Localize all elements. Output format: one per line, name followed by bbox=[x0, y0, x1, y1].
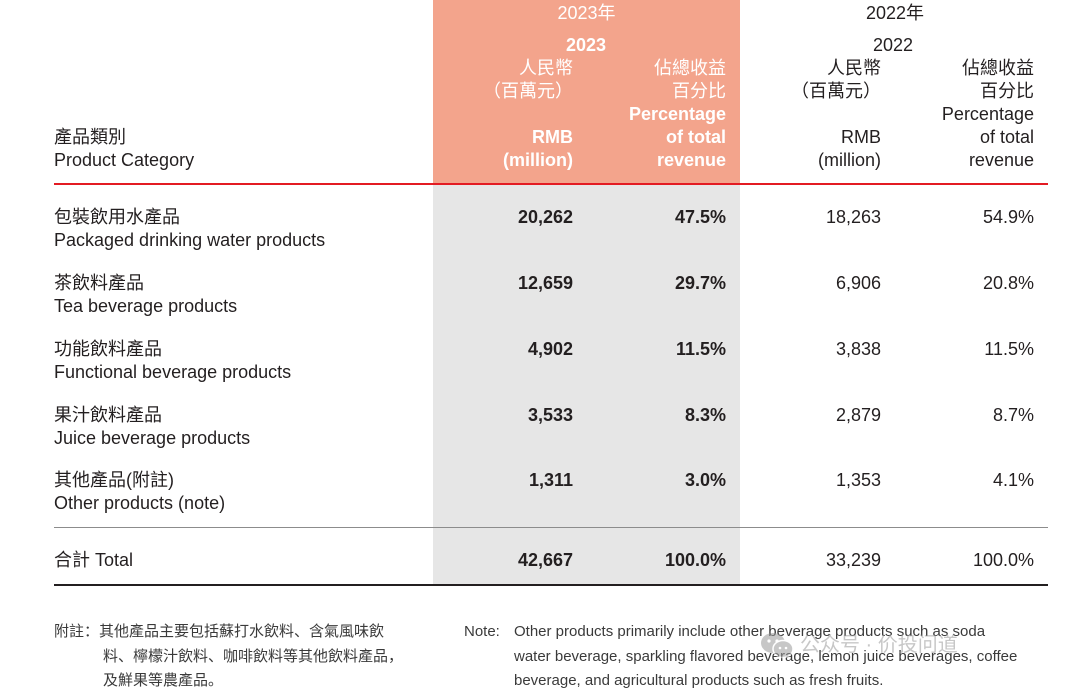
header-rule bbox=[54, 183, 1048, 185]
row-pct-2022: 54.9% bbox=[982, 207, 1034, 227]
row-label-cn: 其他產品(附註) bbox=[54, 470, 174, 490]
header-2022-year: 2022年 bbox=[865, 3, 925, 23]
total-rmb-2022: 33,239 bbox=[825, 550, 881, 570]
note-cn-line-1: 附註：其他產品主要包括蘇打水飲料、含氣風味飲 bbox=[54, 623, 385, 640]
row-pct-2023: 8.3% bbox=[684, 405, 726, 425]
note-cn-line-2: 料、檸檬汁飲料、咖啡飲料等其他飲料產品， bbox=[103, 648, 404, 665]
row-label-cn: 功能飲料產品 bbox=[54, 339, 162, 359]
row-pct-2022: 4.1% bbox=[992, 470, 1034, 490]
row-pct-2022: 8.7% bbox=[992, 405, 1034, 425]
row-label-cn: 包裝飲用水產品 bbox=[54, 207, 180, 227]
header-2023-year: 2023年 bbox=[557, 3, 616, 23]
row-rmb-2022: 6,906 bbox=[835, 273, 881, 293]
row-rmb-2022: 18,263 bbox=[825, 207, 881, 227]
row-pct-2023: 29.7% bbox=[674, 273, 726, 293]
header-2022-rmb-en: RMB bbox=[841, 127, 881, 147]
row-rmb-2023: 20,262 bbox=[517, 207, 573, 227]
category-header-en: Product Category bbox=[54, 150, 195, 170]
note-en-label: Note: bbox=[464, 623, 500, 640]
row-rmb-2023: 12,659 bbox=[517, 273, 573, 293]
total-label: 合計 Total bbox=[54, 550, 134, 570]
row-label-en: Functional beverage products bbox=[54, 362, 292, 382]
watermark: 公众号 · 价投问道 bbox=[760, 628, 958, 660]
header-2023-rmb-en: RMB bbox=[532, 127, 573, 147]
watermark-text: 公众号 · 价投问道 bbox=[800, 634, 958, 656]
header-2023-pct-cn-2: 百分比 bbox=[672, 81, 726, 101]
row-pct-2023: 47.5% bbox=[674, 207, 726, 227]
note-en-line-1: Other products primarily include other b… bbox=[514, 623, 986, 640]
row-pct-2022: 11.5% bbox=[984, 339, 1034, 359]
highlight-2023-body bbox=[433, 185, 740, 585]
row-rmb-2023: 4,902 bbox=[527, 339, 573, 359]
header-2022-pct-cn-1: 佔總收益 bbox=[962, 58, 1034, 78]
header-2022-rmb-cn: 人民幣 bbox=[827, 58, 881, 78]
row-pct-2023: 11.5% bbox=[675, 339, 726, 359]
header-2023: 2023 bbox=[565, 35, 607, 55]
total-pct-2022: 100.0% bbox=[972, 550, 1034, 570]
header-2023-million-cn: （百萬元） bbox=[483, 81, 573, 101]
row-pct-2022: 20.8% bbox=[982, 273, 1034, 293]
note-en-line-2: water beverage, sparkling flavored bever… bbox=[514, 648, 1018, 665]
bottom-rule bbox=[54, 584, 1048, 586]
header-2022-pct-cn-2: 百分比 bbox=[980, 81, 1034, 101]
row-pct-2023: 3.0% bbox=[684, 470, 726, 490]
row-rmb-2022: 1,353 bbox=[835, 470, 881, 490]
header-2022-million-en: (million) bbox=[818, 150, 881, 170]
row-rmb-2023: 1,311 bbox=[528, 470, 573, 490]
row-label-en: Packaged drinking water products bbox=[54, 230, 326, 250]
row-label-en: Tea beverage products bbox=[54, 296, 238, 316]
header-2023-pct-cn-1: 佔總收益 bbox=[654, 58, 726, 78]
wechat-icon bbox=[761, 632, 794, 658]
header-2022-million-cn: （百萬元） bbox=[791, 81, 881, 101]
note-en-line-3: beverage, and agricultural products such… bbox=[514, 672, 884, 689]
header-2023-pct-en-2: of total bbox=[666, 127, 726, 147]
row-label-cn: 茶飲料產品 bbox=[54, 273, 144, 293]
row-rmb-2023: 3,533 bbox=[527, 405, 573, 425]
category-header-cn: 產品類別 bbox=[54, 127, 126, 147]
header-2022-pct-en-2: of total bbox=[979, 127, 1034, 147]
row-label-en: Other products (note) bbox=[54, 493, 226, 513]
header-2023-million-en: (million) bbox=[503, 150, 573, 170]
header-2022-pct-en-1: Percentage bbox=[941, 104, 1034, 124]
total-rule bbox=[54, 527, 1048, 528]
row-label-en: Juice beverage products bbox=[54, 428, 251, 448]
row-rmb-2022: 3,838 bbox=[835, 339, 881, 359]
header-2022-pct-en-3: revenue bbox=[968, 150, 1034, 170]
header-2023-rmb-cn: 人民幣 bbox=[519, 58, 573, 78]
header-2023-pct-en-1: Percentage bbox=[628, 104, 726, 124]
highlight-2023-header bbox=[433, 0, 740, 185]
row-label-cn: 果汁飲料產品 bbox=[54, 405, 162, 425]
header-2023-pct-en-3: revenue bbox=[656, 150, 726, 170]
note-cn-line-3: 及鮮果等農產品。 bbox=[103, 672, 224, 689]
header-2022: 2022 bbox=[872, 35, 914, 55]
row-rmb-2022: 2,879 bbox=[835, 405, 881, 425]
total-pct-2023: 100.0% bbox=[664, 550, 726, 570]
total-rmb-2023: 42,667 bbox=[517, 550, 573, 570]
